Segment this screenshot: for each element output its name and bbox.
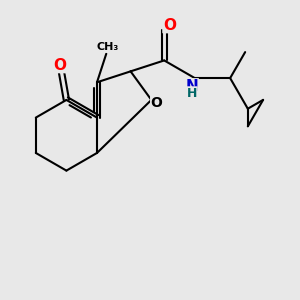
Text: H: H [187, 87, 197, 100]
Text: O: O [163, 18, 176, 33]
Text: N: N [185, 79, 198, 94]
Text: O: O [53, 58, 66, 73]
Text: CH₃: CH₃ [97, 42, 119, 52]
Text: O: O [151, 97, 163, 110]
